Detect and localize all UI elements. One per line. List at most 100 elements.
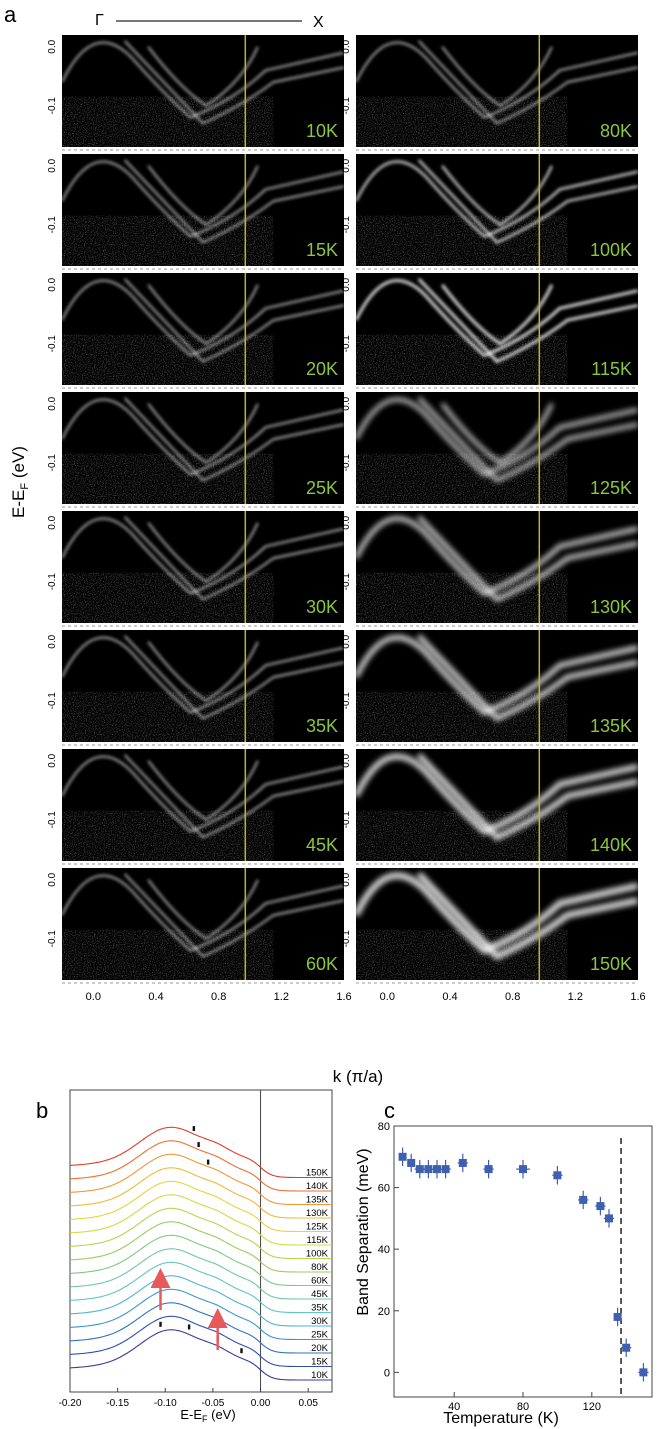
data-point bbox=[613, 1312, 622, 1321]
temperature-label: 150K bbox=[590, 954, 632, 974]
arpes-band bbox=[62, 517, 344, 595]
data-point bbox=[458, 1158, 467, 1167]
x-tick-label: 40 bbox=[448, 1401, 460, 1413]
panel-b-xlabel: E-EF (eV) bbox=[180, 1407, 235, 1424]
arpes-band bbox=[62, 279, 344, 357]
edc-temperature-label: 115K bbox=[307, 1235, 329, 1246]
temperature-label: 35K bbox=[306, 716, 338, 736]
edc-temperature-label: 60K bbox=[311, 1275, 329, 1286]
x-tick-label: 0.4 bbox=[148, 991, 163, 1003]
arpes-band bbox=[356, 41, 638, 119]
edc-curve bbox=[69, 1207, 332, 1260]
data-point bbox=[398, 1152, 407, 1161]
arpes-band bbox=[62, 41, 344, 119]
arpes-band bbox=[416, 752, 638, 841]
x-tick-label: 0.0 bbox=[380, 991, 395, 1003]
y-tick-label: 60 bbox=[378, 1183, 390, 1195]
edc-curve bbox=[69, 1275, 332, 1327]
panel-a-ylabel: E-EF (eV) bbox=[9, 446, 31, 518]
arpes-image: 60K 0.0 -0.1 bbox=[47, 868, 344, 980]
x-tick-label: 0.8 bbox=[211, 991, 226, 1003]
edc-curve bbox=[69, 1248, 332, 1300]
arpes-band bbox=[124, 873, 344, 958]
arpes-band bbox=[417, 515, 638, 603]
arpes-band bbox=[356, 160, 638, 238]
arpes-image: 35K 0.0 -0.1 bbox=[47, 630, 344, 742]
temperature-label: 15K bbox=[306, 240, 338, 260]
y-tick-label: -0.1 bbox=[341, 216, 352, 234]
y-tick-label: 0 bbox=[384, 1367, 390, 1379]
arpes-image: 45K 0.0 -0.1 bbox=[47, 749, 344, 861]
arpes-band bbox=[417, 277, 638, 364]
arpes-image: 30K 0.0 -0.1 bbox=[47, 511, 344, 623]
arpes-image: 130K 0.0 -0.1 bbox=[341, 511, 638, 623]
data-point bbox=[579, 1195, 588, 1204]
edc-temperature-label: 130K bbox=[306, 1208, 329, 1219]
data-point bbox=[639, 1368, 648, 1377]
edc-panel-group: -0.20 -0.15 -0.10 -0.05 0.00 0.05 10K 15K 20K 25K… bbox=[59, 1089, 333, 1409]
x-tick-label: 0.4 bbox=[442, 991, 457, 1003]
arpes-band bbox=[417, 396, 638, 483]
arpes-band bbox=[356, 516, 638, 597]
temperature-label: 130K bbox=[590, 597, 632, 617]
peak-marker bbox=[197, 1142, 200, 1148]
arpes-image: 25K 0.0 -0.1 bbox=[47, 392, 344, 504]
edc-temperature-label: 100K bbox=[306, 1248, 329, 1259]
arpes-image: 20K 0.0 -0.1 bbox=[47, 273, 344, 385]
temperature-label: 10K bbox=[306, 121, 338, 141]
temperature-label: 140K bbox=[590, 835, 632, 855]
y-tick-label: -0.1 bbox=[341, 454, 352, 472]
edc-temperature-label: 20K bbox=[311, 1343, 329, 1354]
arpes-band bbox=[124, 635, 344, 720]
temperature-label: 125K bbox=[590, 478, 632, 498]
x-tick-label: -0.15 bbox=[106, 1398, 129, 1409]
y-tick-label: 0.0 bbox=[341, 277, 352, 291]
y-tick-label: 0.0 bbox=[47, 39, 58, 53]
temperature-label: 60K bbox=[306, 954, 338, 974]
edc-temperature-label: 135K bbox=[306, 1194, 329, 1205]
arpes-band bbox=[62, 160, 344, 238]
arpes-band bbox=[124, 397, 344, 482]
panel-letter-c: c bbox=[384, 1098, 395, 1123]
edc-curve bbox=[69, 1315, 332, 1368]
arpes-band bbox=[416, 871, 638, 961]
y-tick-label: -0.1 bbox=[341, 97, 352, 115]
y-tick-label: 0.0 bbox=[341, 515, 352, 529]
data-point bbox=[605, 1214, 613, 1223]
edc-curve bbox=[69, 1234, 332, 1287]
panel-c-ylabel: Band Separation (meV) bbox=[355, 1148, 372, 1315]
x-point-label: X bbox=[313, 14, 324, 31]
arpes-band bbox=[124, 159, 344, 244]
y-tick-label: 20 bbox=[378, 1306, 390, 1318]
y-tick-label: -0.1 bbox=[47, 692, 58, 710]
y-tick-label: 0.0 bbox=[341, 634, 352, 648]
x-tick-label: 1.2 bbox=[568, 991, 583, 1003]
edc-temperature-label: 125K bbox=[306, 1221, 329, 1232]
y-tick-label: 0.0 bbox=[341, 158, 352, 172]
x-tick-label: -0.20 bbox=[59, 1398, 82, 1409]
y-tick-label: 40 bbox=[378, 1244, 390, 1256]
arpes-band bbox=[356, 279, 638, 358]
edc-temperature-label: 25K bbox=[311, 1329, 329, 1340]
y-tick-label: 0.0 bbox=[341, 753, 352, 767]
edc-curve bbox=[69, 1288, 332, 1341]
peak-marker bbox=[240, 1348, 243, 1354]
arpes-image: 100K 0.0 -0.1 bbox=[341, 154, 638, 266]
arpes-band bbox=[124, 516, 344, 601]
data-point bbox=[553, 1171, 562, 1180]
data-point bbox=[415, 1165, 424, 1174]
x-tick-label: 1.6 bbox=[630, 991, 645, 1003]
y-tick-label: 0.0 bbox=[47, 515, 58, 529]
arpes-band bbox=[62, 874, 344, 952]
data-point bbox=[484, 1165, 493, 1174]
temperature-label: 115K bbox=[591, 359, 632, 379]
panel-letter-a: a bbox=[4, 2, 17, 27]
x-tick-label: 120 bbox=[583, 1401, 601, 1413]
arpes-image: 10K 0.0 -0.1 bbox=[47, 35, 344, 147]
edc-curve bbox=[69, 1167, 332, 1219]
arpes-band bbox=[416, 634, 638, 722]
data-point bbox=[596, 1202, 605, 1211]
y-tick-label: 0.0 bbox=[47, 277, 58, 291]
y-tick-label: 0.0 bbox=[341, 396, 352, 410]
